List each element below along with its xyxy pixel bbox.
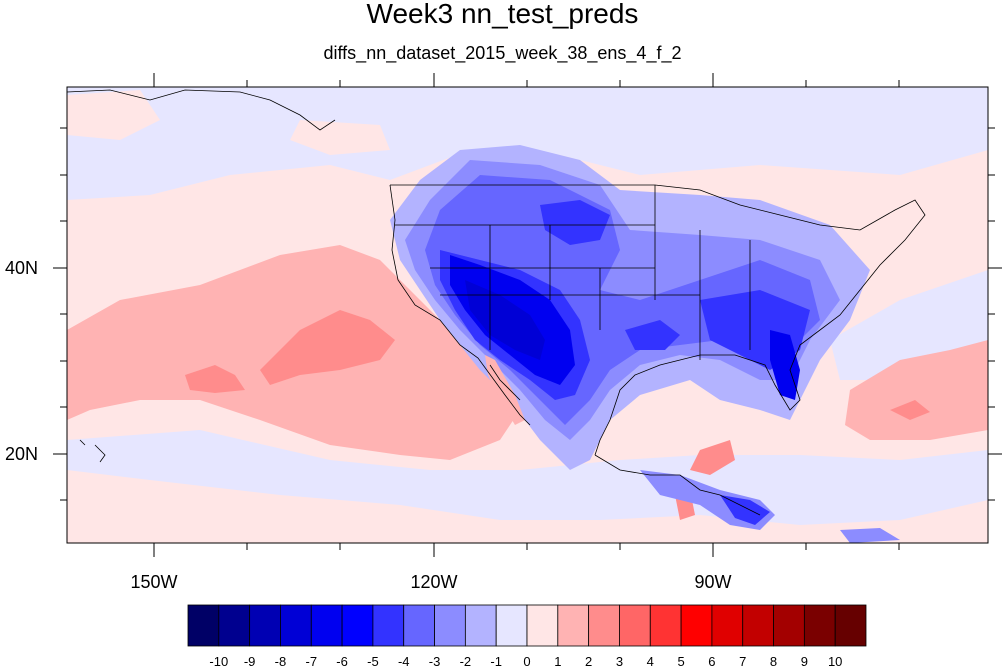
colorbar-swatch (495, 604, 528, 647)
lon-label-150w: 150W (130, 572, 178, 592)
colorbar-tick-label: -3 (428, 654, 441, 669)
lon-label-120w: 120W (410, 572, 458, 592)
colorbar-tick-label: -8 (274, 654, 287, 669)
colorbar-swatch (218, 604, 251, 647)
atlantic-mid-red-patch (890, 400, 930, 420)
colorbar-swatch (526, 604, 559, 647)
colorbar-swatch (834, 604, 867, 647)
colorbar-swatch (803, 604, 836, 647)
florida-deep-blue (770, 330, 800, 400)
colorbar-swatch (187, 604, 220, 647)
colorbar-tick-label: 5 (677, 654, 685, 669)
central-light-red-patch (290, 120, 390, 155)
colorbar-swatch (280, 604, 312, 647)
colorbar-tick-label: 4 (646, 654, 654, 669)
colorbar-swatch (341, 604, 374, 647)
colorbar-tick-label: 10 (827, 654, 843, 669)
colorbar-tick-label: -5 (367, 654, 379, 669)
axis-ticks (53, 73, 1002, 557)
colorbar-tick-label: 0 (523, 654, 531, 669)
colorbar-tick-label: -2 (459, 654, 472, 669)
colorbar-tick-label: 7 (739, 654, 747, 669)
south-edge-blue (840, 528, 900, 543)
lat-label-40n: 40N (4, 258, 38, 278)
southwest-darkest-blue (465, 280, 545, 360)
pacific-mid-red-patch-2 (185, 365, 245, 393)
colorbar-swatch (680, 604, 713, 647)
colorbar-tick-label: -4 (397, 654, 410, 669)
lat-label-20n: 20N (4, 444, 38, 464)
colorbar-tick-label: -6 (336, 654, 348, 669)
colorbar-tick-label: 2 (585, 654, 593, 669)
colorbar-swatch (434, 604, 466, 647)
gulf-strong-blue (625, 320, 680, 350)
colorbar-tick-label: -10 (209, 654, 229, 669)
colorbar-tick-label: 8 (769, 654, 778, 669)
colorbar-tick-label: 1 (554, 654, 562, 669)
coastlines (66, 89, 926, 516)
colorbar-swatch (464, 604, 497, 647)
colorbar-tick-label: 6 (708, 654, 716, 669)
colorbar-swatch (773, 604, 805, 647)
northern-light-blue-region (67, 87, 988, 200)
colorbar-tick-label: -1 (490, 654, 502, 669)
northern-plains-strong-blue (540, 200, 610, 245)
colorbar-swatch (372, 604, 405, 647)
colorbar-swatch (742, 604, 774, 647)
colorbar-swatch (588, 604, 620, 647)
lon-label-90w: 90W (694, 572, 732, 592)
atlantic-light-red-band (845, 340, 988, 440)
caribbean-red-patch (690, 440, 735, 475)
colorbar-swatch (249, 604, 281, 647)
map-subtitle: diffs_nn_dataset_2015_week_38_ens_4_f_2 (323, 43, 682, 63)
pacific-mid-red-patch-1 (260, 310, 395, 385)
colorbar-swatch (619, 604, 651, 647)
northwest-light-red-patch (67, 90, 160, 140)
colorbar-tick-label: -9 (243, 654, 256, 669)
central-america-strong-blue (720, 495, 770, 525)
colorbar-tick-label: 3 (615, 654, 624, 669)
colorbar-swatch (557, 604, 590, 647)
colorbar-tick-label: 9 (800, 654, 808, 669)
map-title: Week3 nn_test_preds (366, 0, 639, 29)
colorbar-swatch (403, 604, 435, 647)
colorbar-swatch (711, 604, 744, 647)
colorbar-tick-label: -7 (305, 654, 318, 669)
colorbar-swatch (310, 604, 343, 647)
colorbar-swatch (649, 604, 682, 647)
